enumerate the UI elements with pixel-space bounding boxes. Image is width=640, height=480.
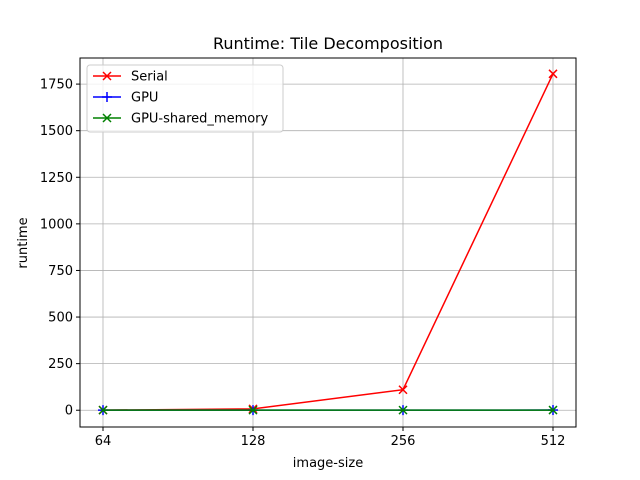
plot-frame (79, 57, 577, 428)
y-tick-label: 500 (48, 311, 73, 326)
legend-label-serial: Serial (131, 70, 168, 85)
legend-box (86, 64, 284, 133)
legend-label-gpu-shared-memory: GPU-shared_memory (131, 112, 269, 127)
x-tick-label: 256 (391, 434, 416, 449)
x-axis-ticks: 64 128 256 512 (95, 427, 566, 449)
chart-title: Runtime: Tile Decomposition (213, 34, 443, 53)
y-axis-label: runtime (16, 217, 31, 268)
legend-marker-gpu-shared-memory (102, 113, 112, 123)
y-tick-label: 1750 (40, 78, 73, 93)
legend-marker-gpu (102, 92, 112, 102)
data-point-serial (398, 385, 408, 395)
y-tick-label: 1250 (40, 171, 73, 186)
x-tick-label: 128 (241, 434, 266, 449)
y-tick-label: 1000 (40, 217, 73, 232)
legend-marker-serial (102, 71, 112, 81)
x-tick-label: 512 (541, 434, 566, 449)
data-point-gpu-shared-memory (398, 405, 408, 415)
y-tick-label: 0 (65, 404, 73, 419)
y-tick-label: 250 (48, 357, 73, 372)
x-axis-label: image-size (293, 456, 363, 471)
y-axis-ticks: 0 250 500 750 1000 1250 1500 1750 (40, 78, 80, 419)
legend-label-gpu: GPU (131, 91, 158, 106)
x-tick-label: 64 (95, 434, 112, 449)
y-tick-label: 750 (48, 264, 73, 279)
series-layer (98, 69, 558, 416)
legend: Serial GPU GPU-shared_memory (86, 64, 284, 133)
data-point-gpu-shared-memory (98, 405, 108, 415)
y-tick-label: 1500 (40, 124, 73, 139)
data-point-serial (548, 69, 558, 79)
data-point-gpu-shared-memory (548, 405, 558, 415)
data-point-gpu-shared-memory (248, 405, 258, 415)
